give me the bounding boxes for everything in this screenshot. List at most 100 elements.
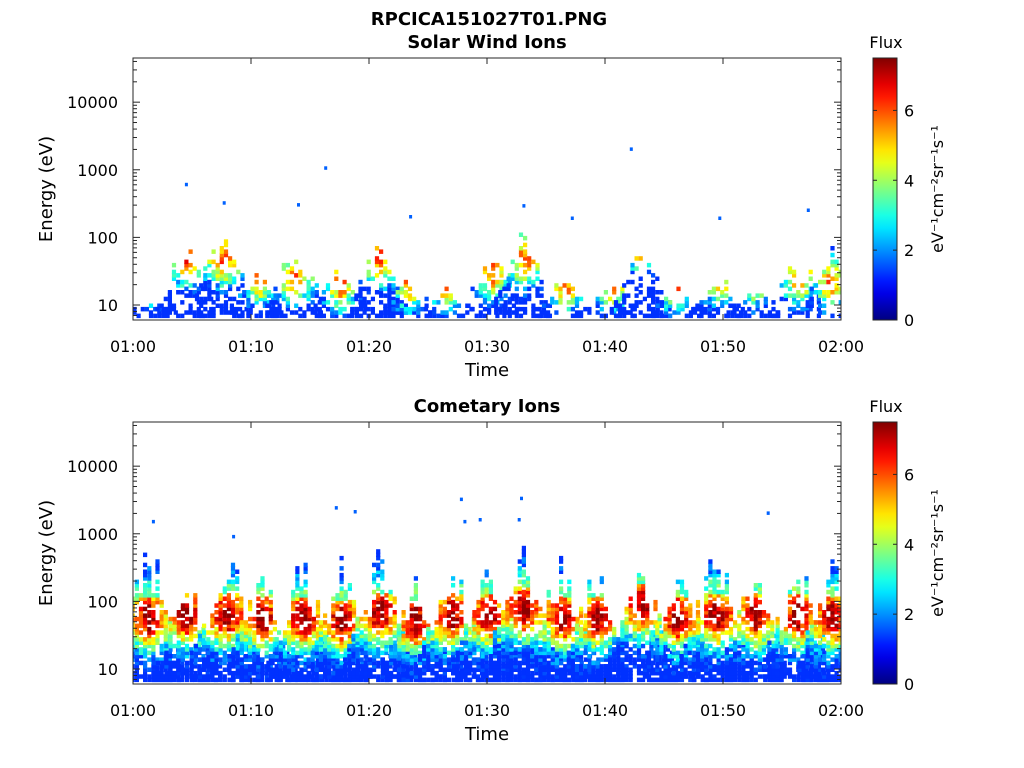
flux-cell — [530, 650, 535, 656]
flux-cell — [514, 273, 519, 278]
flux-cell — [608, 674, 613, 679]
flux-cell — [282, 630, 288, 635]
flux-cell — [240, 313, 245, 319]
flux-cell — [400, 674, 406, 679]
flux-cell — [418, 626, 423, 632]
flux-cell — [446, 596, 452, 601]
flux-cell — [455, 677, 460, 683]
flux-cell — [282, 667, 288, 672]
flux-cell — [517, 603, 522, 608]
flux-cell — [608, 643, 613, 649]
flux-cell — [645, 603, 650, 608]
flux-cell — [367, 640, 372, 645]
flux-cell — [285, 262, 290, 268]
flux-cell — [232, 259, 237, 265]
flux-cell — [472, 626, 477, 632]
flux-cell — [138, 637, 144, 642]
flux-cell — [438, 620, 443, 625]
flux-cell — [484, 589, 489, 595]
flux-cell — [273, 310, 278, 315]
flux-cell — [599, 593, 604, 598]
flux-cell — [367, 667, 372, 672]
flux-cell — [206, 637, 211, 642]
flux-cell — [567, 620, 572, 625]
flux-cell — [176, 670, 181, 676]
flux-cell — [335, 603, 340, 608]
flux-cell — [413, 654, 418, 659]
flux-cell — [534, 637, 539, 642]
flux-cell — [163, 647, 168, 652]
flux-cell — [355, 626, 360, 632]
flux-cell — [583, 647, 588, 652]
flux-cell — [716, 616, 721, 622]
flux-cell — [272, 670, 277, 676]
flux-cell — [266, 660, 271, 666]
flux-cell — [546, 616, 551, 622]
flux-cell — [517, 654, 522, 659]
flux-cell — [492, 633, 498, 639]
flux-cell — [716, 593, 721, 598]
flux-cell — [256, 603, 261, 608]
flux-cell — [501, 616, 506, 622]
flux-cell — [155, 306, 160, 312]
flux-cell — [306, 296, 311, 302]
flux-cell — [138, 613, 144, 618]
flux-cell — [628, 667, 633, 672]
flux-cell — [675, 593, 680, 598]
burst-8 — [383, 279, 433, 319]
flux-cell — [818, 303, 823, 308]
flux-cell — [164, 674, 169, 679]
flux-cell — [231, 657, 236, 662]
flux-cell — [343, 606, 348, 612]
flux-cell — [252, 616, 257, 622]
flux-cell — [534, 613, 539, 618]
flux-cell — [655, 296, 660, 302]
flux-cell — [724, 586, 729, 591]
flux-cell — [442, 637, 447, 642]
flux-cell — [527, 286, 532, 292]
flux-cell — [148, 303, 154, 308]
flux-cell — [243, 667, 249, 672]
flux-cell — [468, 647, 473, 652]
flux-cell — [260, 626, 265, 632]
flux-cell — [622, 306, 627, 312]
flux-cell — [518, 313, 524, 319]
flux-cell — [563, 633, 568, 639]
flux-cell — [376, 664, 381, 669]
flux-cell — [501, 670, 506, 676]
flux-cell — [173, 310, 178, 315]
flux-cell — [487, 303, 492, 308]
flux-cell — [193, 647, 198, 652]
flux-cell — [387, 290, 392, 295]
flux-cell — [567, 603, 572, 608]
flux-cell — [538, 620, 543, 625]
flux-cell — [180, 640, 185, 645]
flux-cell — [851, 300, 855, 305]
flux-cell — [684, 654, 689, 659]
flux-cell — [488, 583, 493, 588]
flux-cell — [546, 606, 551, 612]
flux-cell — [518, 249, 524, 254]
flux-cell — [401, 637, 406, 642]
flux-cell — [525, 603, 531, 608]
flux-cell — [291, 606, 296, 612]
flux-cell — [646, 306, 652, 312]
flux-cell — [452, 303, 457, 308]
flux-cell — [712, 647, 717, 652]
flux-cell — [248, 657, 253, 662]
flux-cell — [401, 633, 406, 639]
flux-cell — [235, 569, 240, 574]
flux-cell — [222, 657, 227, 662]
flux-cell — [372, 664, 377, 669]
flux-cell — [649, 664, 654, 669]
flux-cell — [409, 677, 414, 683]
flux-cell — [451, 654, 456, 659]
flux-cell — [468, 667, 473, 672]
flux-cell — [307, 647, 312, 652]
flux-cell — [579, 633, 584, 639]
flux-cell — [218, 603, 223, 608]
flux-cell — [343, 660, 348, 666]
flux-cell — [332, 674, 337, 679]
flux-cell — [226, 626, 231, 632]
flux-cell — [704, 660, 709, 666]
